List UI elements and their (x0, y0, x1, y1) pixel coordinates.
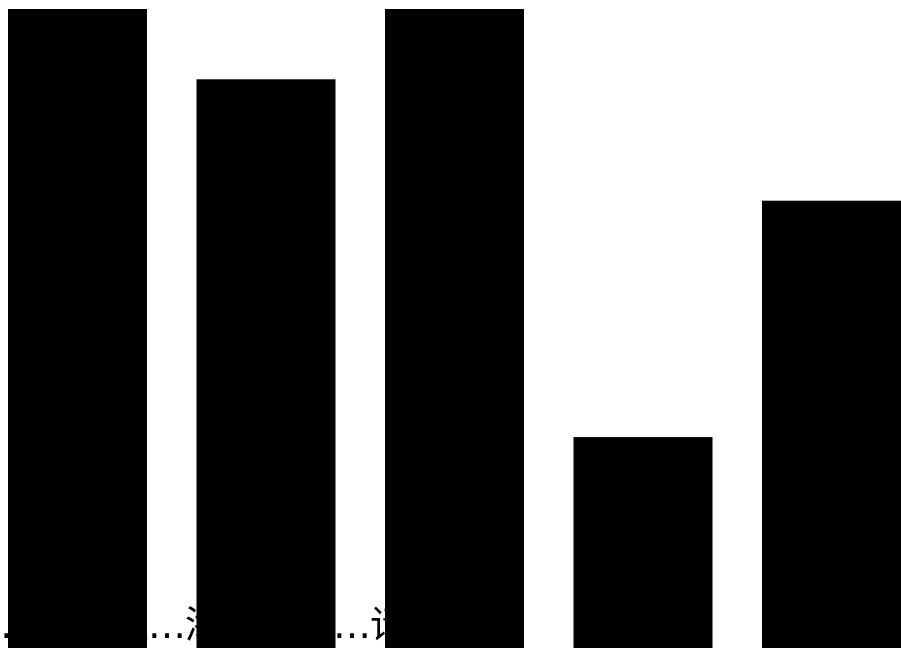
bar-3 (385, 9, 524, 648)
chart-caption: …家的眼…添加整理…请…权 (0, 603, 482, 647)
bar-4 (573, 437, 713, 648)
bar-5 (762, 200, 901, 648)
bar-2 (196, 79, 336, 648)
bar-1 (8, 9, 147, 648)
